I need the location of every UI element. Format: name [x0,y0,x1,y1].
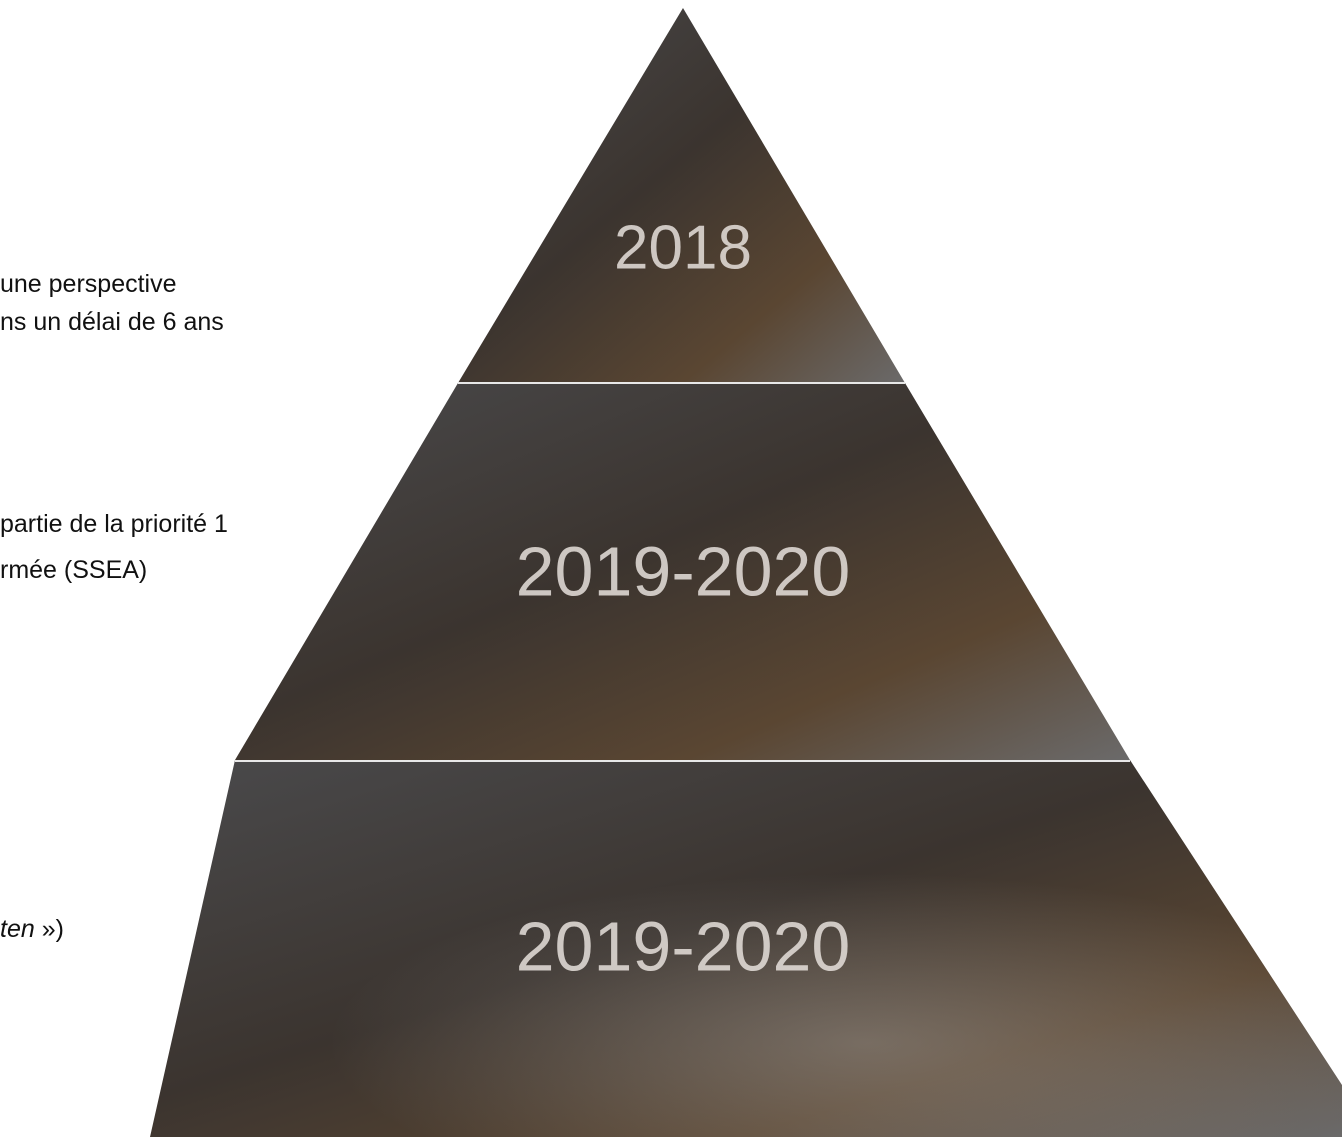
side-text: ten ») [0,915,64,944]
side-text: une perspective [0,270,177,298]
highlight [150,760,1342,1137]
tier-label: 2019-2020 [516,532,851,610]
text: ») [34,915,64,943]
tier-label: 2019-2020 [516,907,851,985]
side-text: partie de la priorité 1 [0,510,228,538]
italic-text: ten [0,915,35,943]
side-text: ns un délai de 6 ans [0,308,224,336]
side-text: rmée (SSEA) [0,556,148,584]
tier-middle [235,383,1130,760]
tier-label: 2018 [614,213,752,282]
tier-top [458,8,905,383]
